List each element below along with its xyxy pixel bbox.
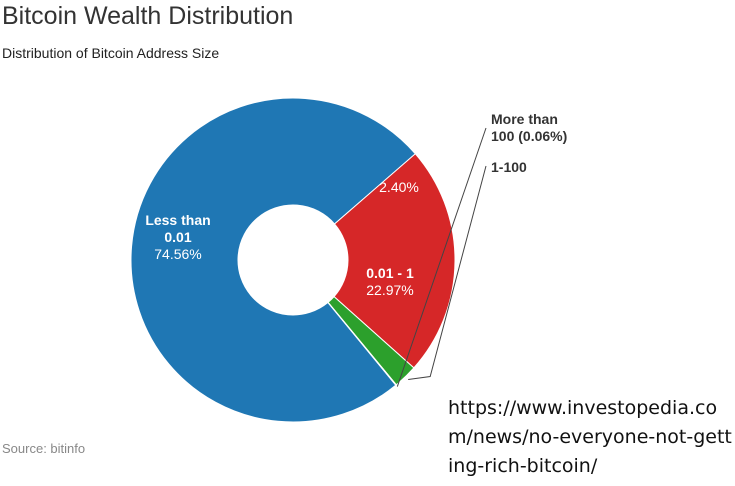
- source-url[interactable]: https://www.investopedia.com/news/no-eve…: [448, 397, 732, 477]
- slice-1-value-label: 22.97%: [366, 282, 413, 298]
- slice-2-value-label: 2.40%: [379, 179, 419, 195]
- source-note: Source: bitinfo: [2, 441, 86, 456]
- chart-title: Bitcoin Wealth Distribution: [2, 2, 294, 30]
- slice-3: [327, 301, 398, 386]
- slice-0-value-label: 74.56%: [154, 246, 201, 262]
- slice-0-label-line-0: Less than: [145, 212, 210, 228]
- slice-0-label-line-1: 0.01: [164, 229, 191, 245]
- slice-0: [130, 97, 417, 423]
- slice-1-label-line-0: 0.01 - 1: [366, 265, 414, 281]
- callout-line-1-100: [408, 165, 487, 381]
- callout-line-more-than-100: [396, 127, 487, 387]
- callout-label-more-than-100-line-0: More than: [491, 111, 558, 127]
- chart-subtitle: Distribution of Bitcoin Address Size: [2, 45, 220, 61]
- callout-label-more-than-100-line-1: 100 (0.06%): [491, 128, 567, 144]
- slice-1: [333, 153, 456, 369]
- callout-label-1-100: 1-100: [491, 159, 527, 175]
